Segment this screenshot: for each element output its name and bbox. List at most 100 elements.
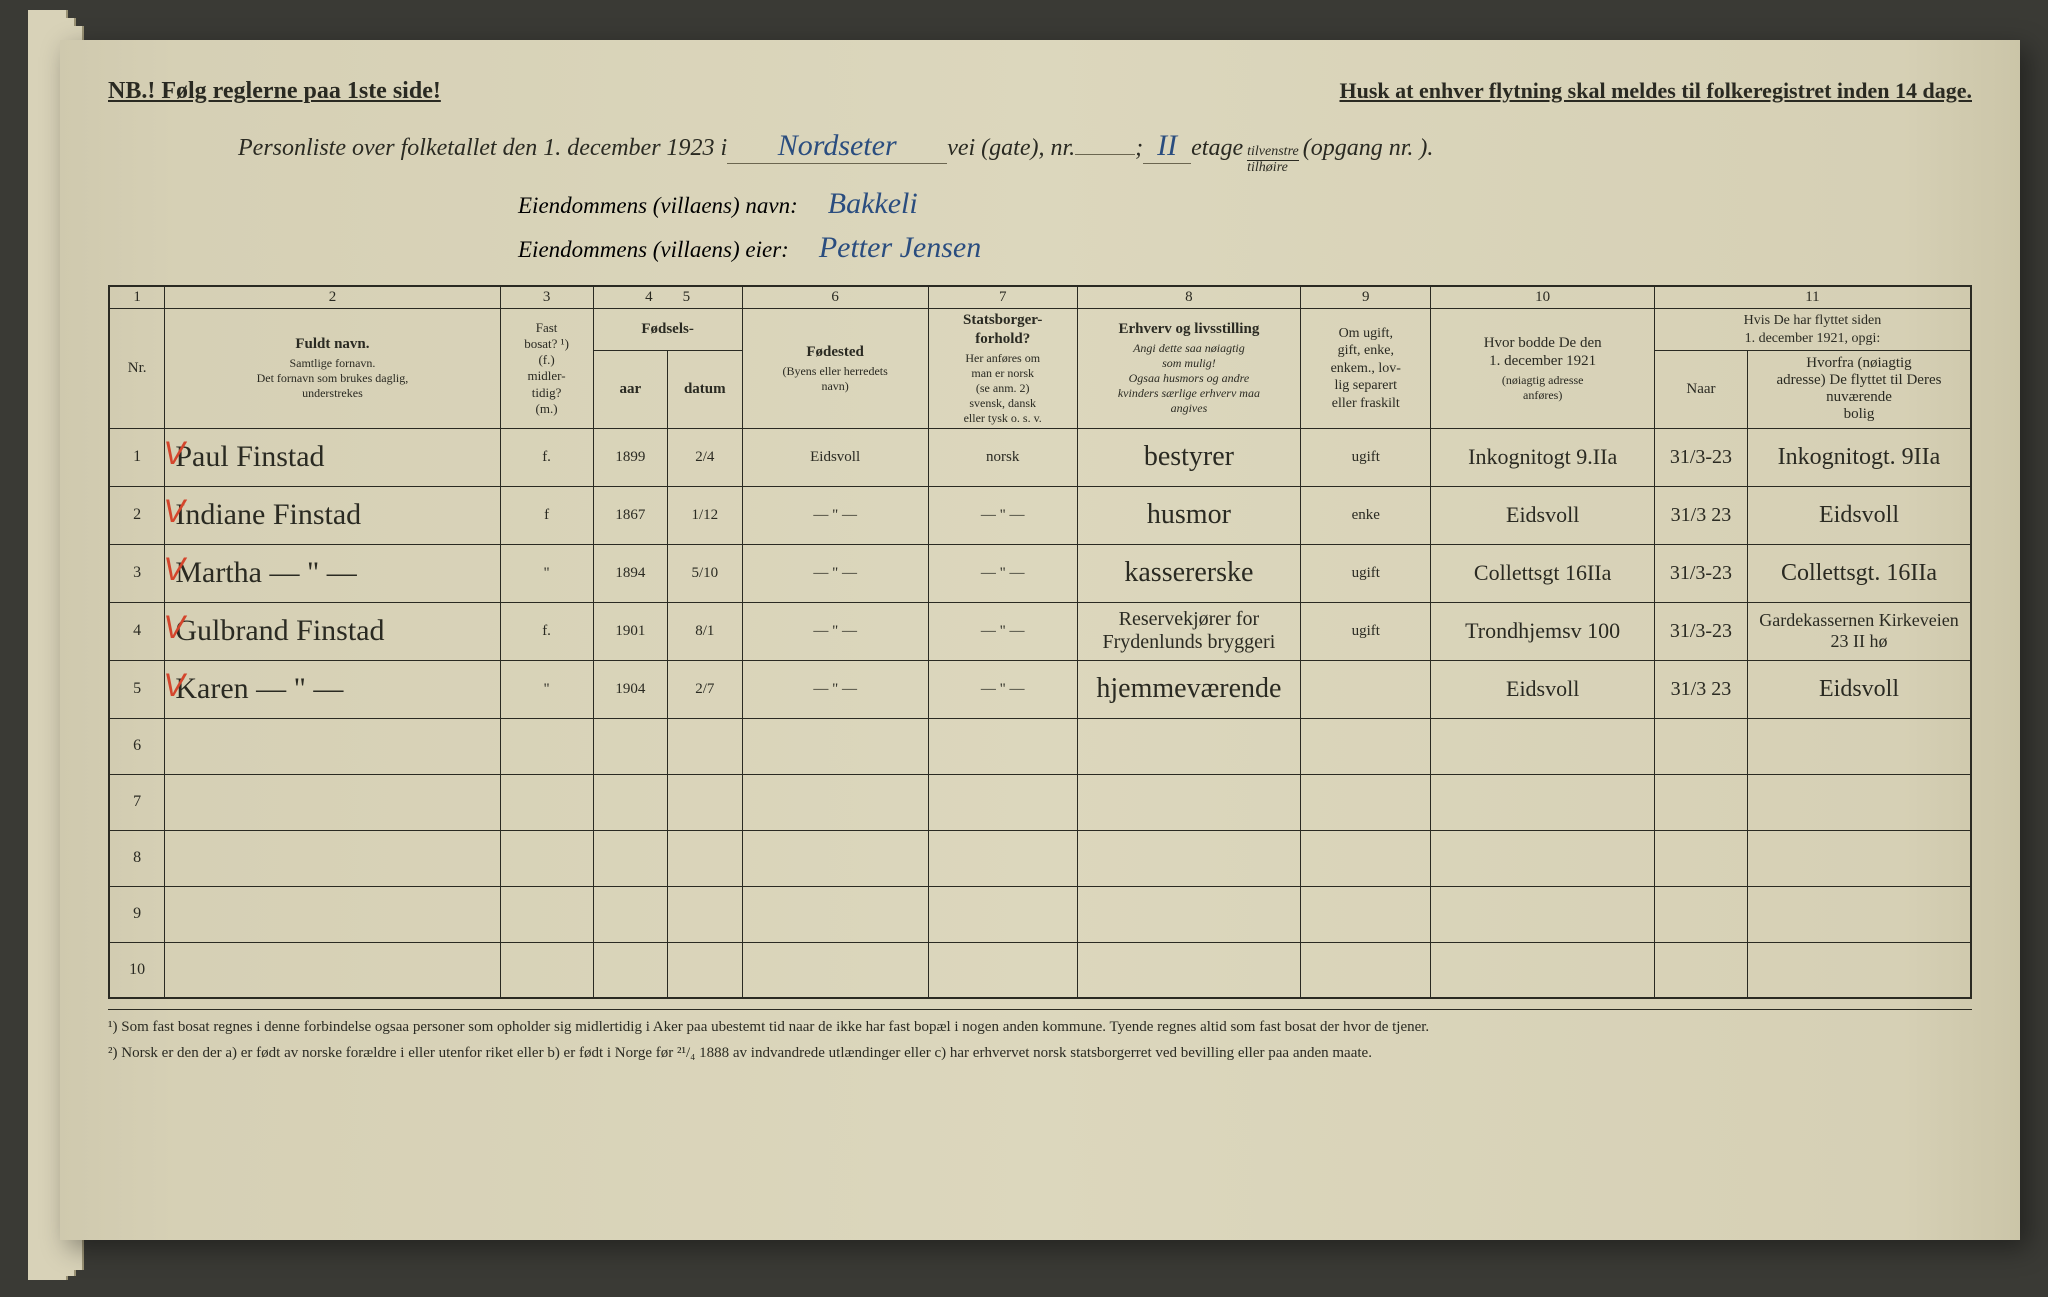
header-block: Personliste over folketallet den 1. dece… [238,129,1972,265]
row-erhv: husmor [1077,486,1300,544]
row-sted: — " — [742,486,928,544]
col-num: 1 [109,286,165,309]
col-num: 8 [1077,286,1300,309]
footnotes: ¹) Som fast bosat regnes i denne forbind… [108,1009,1972,1064]
row-hvor: Collettsgt. 16IIa [1747,544,1971,602]
col-header-stats: Statsborger- forhold? Her anføres om man… [928,309,1077,429]
column-number-row: 1 2 3 4 5 6 7 8 9 10 11 [109,286,1971,309]
table-row-empty: 9 [109,886,1971,942]
row-name: VPaul Finstad [165,428,500,486]
row-sted: — " — [742,660,928,718]
col-sub-hvorfra: Hvorfra (nøiagtig adresse) De flyttet ti… [1747,351,1971,428]
row-stat: — " — [928,486,1077,544]
table-row: 3VMartha — " —"18945/10— " —— " —kassere… [109,544,1971,602]
table-row-empty: 8 [109,830,1971,886]
header-text: Eiendommens (villaens) eier: [518,237,789,263]
row-1921: Eidsvoll [1431,660,1654,718]
row-stat: — " — [928,602,1077,660]
row-aar: 1899 [593,428,667,486]
table-row-empty: 6 [109,718,1971,774]
row-naar: 31/3-23 [1654,544,1747,602]
row-hvor: Eidsvoll [1747,660,1971,718]
street-name-hw: Nordseter [727,129,947,164]
row-fast: f [500,486,593,544]
col-header-fast: Fast bosat? ¹) (f.) midler- tidig? (m.) [500,309,593,429]
row-1921: Inkognitogt 9.IIa [1431,428,1654,486]
row-sted: — " — [742,602,928,660]
col-sub-datum: datum [668,351,742,428]
row-nr: 3 [109,544,165,602]
row-ugift: enke [1301,486,1431,544]
footnote-1: ¹) Som fast bosat regnes i denne forbind… [108,1016,1972,1039]
row-name: VKaren — " — [165,660,500,718]
row-ugift: ugift [1301,544,1431,602]
col-num: 9 [1301,286,1431,309]
col-num: 2 [165,286,500,309]
column-header-row: Nr. Fuldt navn. Samtlige fornavn. Det fo… [109,309,1971,351]
table-row: 2VIndiane Finstadf18671/12— " —— " —husm… [109,486,1971,544]
row-ugift [1301,660,1431,718]
row-nr: 4 [109,602,165,660]
table-body: 1VPaul Finstadf.18992/4Eidsvollnorskbest… [109,428,1971,998]
header-text: Personliste over folketallet den 1. dece… [238,135,727,162]
table-row: 4VGulbrand Finstadf.19018/1— " —— " —Res… [109,602,1971,660]
row-sted: Eidsvoll [742,428,928,486]
col-sub-aar: aar [593,351,667,428]
header-text: etage [1191,135,1243,162]
col-header-flyttet: Hvis De har flyttet siden 1. december 19… [1654,309,1971,351]
row-fast: " [500,660,593,718]
table-head: 1 2 3 4 5 6 7 8 9 10 11 Nr. Fuldt navn. [109,286,1971,428]
row-naar: 31/3-23 [1654,428,1747,486]
page-stack: NB.! Følg reglerne paa 1ste side! Husk a… [20,10,2030,1270]
row-aar: 1901 [593,602,667,660]
census-page: NB.! Følg reglerne paa 1ste side! Husk a… [60,40,2020,1240]
row-erhv: kassererske [1077,544,1300,602]
col-header-fodsels: Fødsels- [593,309,742,351]
header-text: ; [1135,135,1143,162]
table-row: 1VPaul Finstadf.18992/4Eidsvollnorskbest… [109,428,1971,486]
header-text: vei (gate), nr. [947,135,1075,162]
row-erhv: Reservekjører for Frydenlunds bryggeri [1077,602,1300,660]
row-erhv: hjemmeværende [1077,660,1300,718]
owner-name-hw: Petter Jensen [789,231,981,265]
row-hvor: Inkognitogt. 9IIa [1747,428,1971,486]
row-ugift: ugift [1301,602,1431,660]
table-row-empty: 10 [109,942,1971,998]
row-sted: — " — [742,544,928,602]
row-naar: 31/3 23 [1654,486,1747,544]
row-nr: 1 [109,428,165,486]
col-header-erhverv: Erhverv og livsstilling Angi dette saa n… [1077,309,1300,429]
row-fast: " [500,544,593,602]
check-mark: V [163,551,184,588]
row-name: VGulbrand Finstad [165,602,500,660]
row-naar: 31/3-23 [1654,602,1747,660]
col-header-ugift: Om ugift, gift, enke, enkem., lov- lig s… [1301,309,1431,429]
row-nr: 9 [109,886,165,942]
row-dat: 5/10 [668,544,742,602]
table-row-empty: 7 [109,774,1971,830]
col-num: 6 [742,286,928,309]
row-aar: 1894 [593,544,667,602]
row-naar: 31/3 23 [1654,660,1747,718]
check-mark: V [163,435,184,472]
row-name: VMartha — " — [165,544,500,602]
row-hvor: Eidsvoll [1747,486,1971,544]
header-line-2: Eiendommens (villaens) navn: Bakkeli [518,187,1972,221]
row-1921: Eidsvoll [1431,486,1654,544]
top-instructions: NB.! Følg reglerne paa 1ste side! Husk a… [108,78,1972,105]
etage-hw: II [1143,129,1191,164]
top-right-instruction: Husk at enhver flytning skal meldes til … [1339,78,1972,104]
header-text: (opgang nr. ). [1303,135,1434,162]
row-dat: 2/7 [668,660,742,718]
row-hvor: Gardekassernen Kirkeveien 23 II hø [1747,602,1971,660]
row-1921: Collettsgt 16IIa [1431,544,1654,602]
row-stat: — " — [928,544,1077,602]
col-num: 3 [500,286,593,309]
row-fast: f. [500,428,593,486]
row-nr: 7 [109,774,165,830]
header-line-1: Personliste over folketallet den 1. dece… [238,129,1972,175]
col-num: 4 5 [593,286,742,309]
col-header-1921: Hvor bodde De den 1. december 1921 (nøia… [1431,309,1654,429]
row-dat: 2/4 [668,428,742,486]
row-stat: norsk [928,428,1077,486]
